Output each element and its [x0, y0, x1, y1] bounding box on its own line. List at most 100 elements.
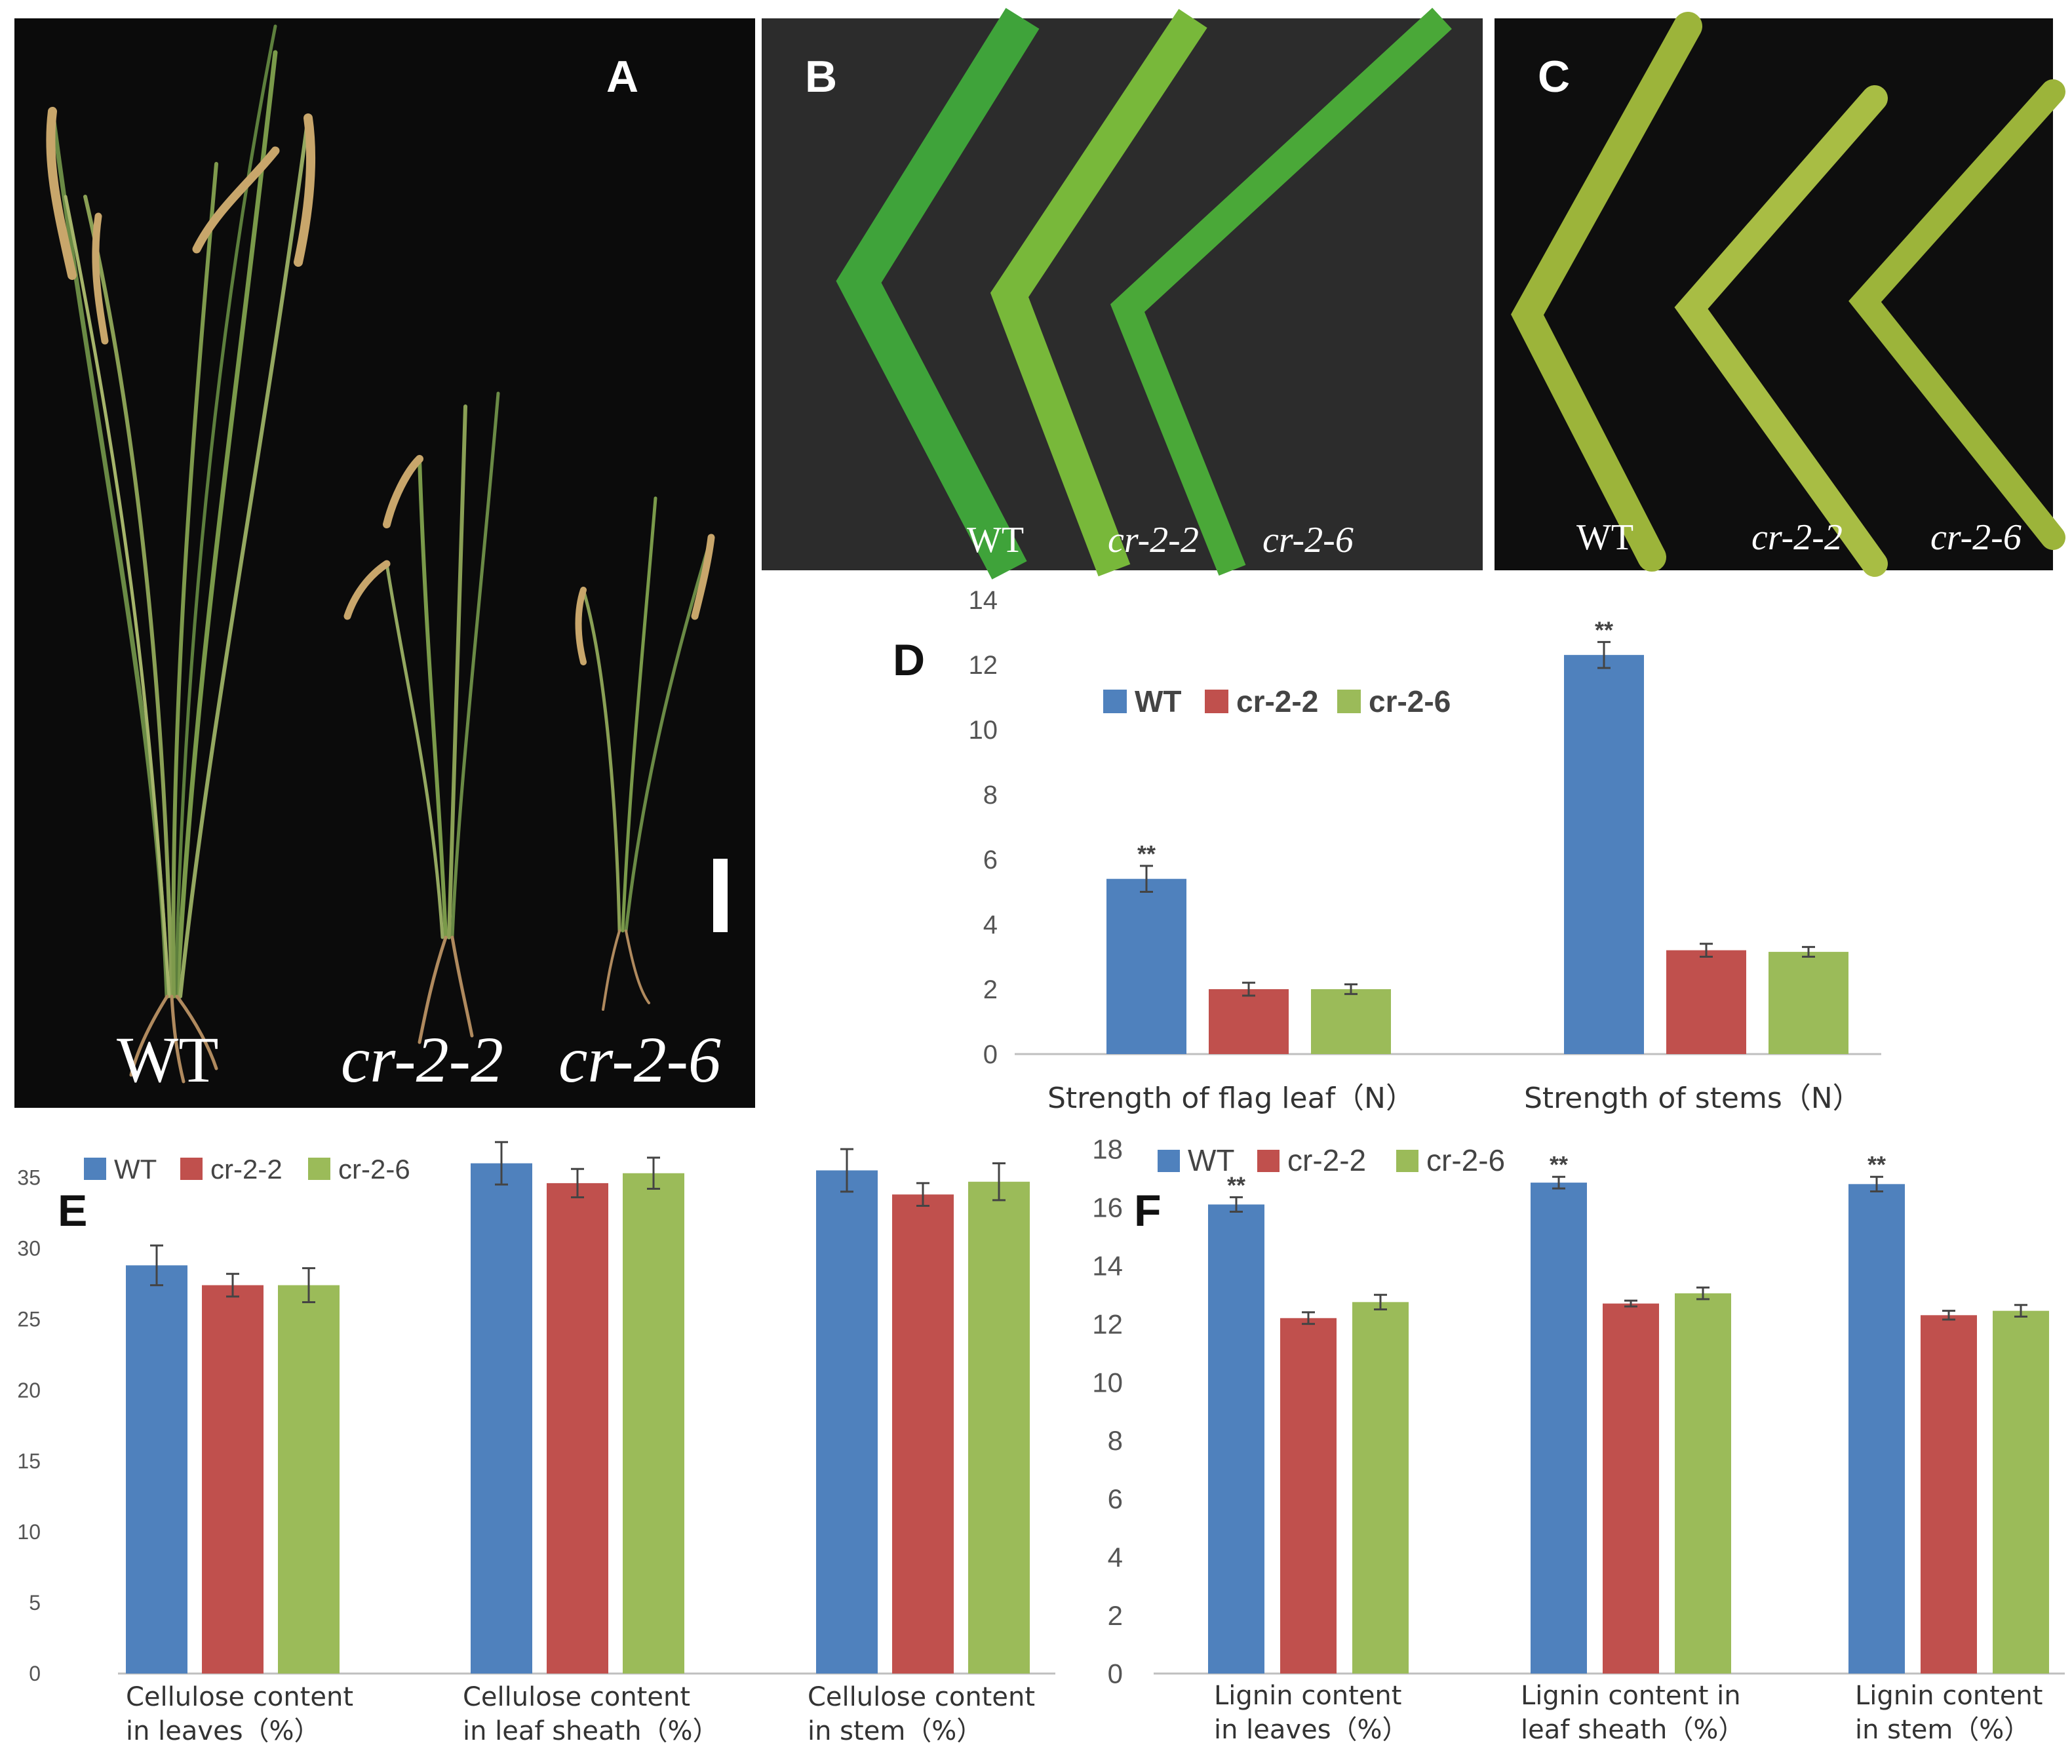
- y-tick-label: 20: [17, 1379, 41, 1402]
- y-tick-label: 4: [1108, 1542, 1123, 1573]
- legend-swatch-wt: [1103, 690, 1127, 713]
- legend-swatch-cr-2-2: [180, 1158, 203, 1180]
- error-bar: [916, 1182, 929, 1207]
- legend-swatch-cr-2-2: [1257, 1150, 1280, 1172]
- plant-illustration-cr-2-6: [575, 496, 715, 1011]
- error-bar: [1870, 1175, 1883, 1192]
- photo-panel-c: C WT cr-2-2 cr-2-6: [1495, 12, 2065, 577]
- bar-cr-2-2-1: [1209, 989, 1289, 1054]
- error-bar: [150, 1244, 163, 1287]
- bar-cr-2-6-2: [1769, 952, 1848, 1054]
- bar-wt-2: [1531, 1183, 1587, 1674]
- legend-label-cr-2-2: cr-2-2: [210, 1154, 283, 1185]
- legend-label-wt: WT: [114, 1154, 157, 1185]
- y-tick-label: 10: [17, 1520, 41, 1544]
- y-tick-label: 30: [17, 1237, 41, 1261]
- bar-cr-2-6-3: [968, 1181, 1030, 1674]
- chart-e: 0 5 10 15 20 25 30 35 Cellulose content in leaves…: [17, 1141, 1055, 1746]
- y-tick-label: 6: [1108, 1483, 1123, 1514]
- error-bar: [495, 1141, 508, 1186]
- error-bar: [1344, 983, 1358, 995]
- error-bar: [571, 1167, 584, 1199]
- legend-label-wt: WT: [1188, 1143, 1235, 1177]
- bar-cr-2-2-2: [1603, 1303, 1659, 1674]
- error-bar: [1696, 1286, 1710, 1301]
- significance-marker: **: [1137, 840, 1156, 867]
- bar-cr-2-2-2: [547, 1183, 608, 1674]
- category-label: Strength of stems（N）: [1524, 1082, 1862, 1115]
- bar-wt-1: [126, 1265, 187, 1674]
- bar-wt-1: [1208, 1204, 1264, 1674]
- category-label: Cellulose content in leaf sheath（%）: [463, 1682, 719, 1746]
- category-label: Lignin content in leaf sheath（%）: [1521, 1681, 1744, 1745]
- y-tick-label: 25: [17, 1308, 41, 1331]
- bar-cr-2-2-1: [1280, 1318, 1337, 1674]
- photo-a-label-cr-2-2: cr-2-2: [341, 1023, 503, 1096]
- y-tick-label: 35: [17, 1166, 41, 1189]
- y-tick-label: 15: [17, 1449, 41, 1473]
- photo-panel-a: A WT cr-2-2 cr-2-6: [14, 18, 755, 1108]
- category-label: Lignin content in leaves（%）: [1214, 1681, 1409, 1745]
- error-bar: [1552, 1175, 1565, 1190]
- panel-a-letter: A: [606, 52, 638, 102]
- y-tick-label: 12: [1092, 1308, 1123, 1339]
- error-bar: [1242, 981, 1255, 997]
- category-label: Cellulose content in stem（%）: [808, 1682, 1035, 1746]
- y-tick-label: 12: [969, 651, 998, 680]
- legend-label-cr-2-6: cr-2-6: [1426, 1143, 1505, 1177]
- error-bar: [1624, 1299, 1637, 1308]
- bar-cr-2-6-1: [278, 1285, 340, 1674]
- bar-wt-2: [1564, 655, 1644, 1054]
- leaf-illustrations: [836, 7, 1452, 579]
- bar-wt-3: [1848, 1184, 1905, 1674]
- bar-cr-2-2-2: [1666, 950, 1746, 1054]
- y-tick-label: 2: [1108, 1600, 1123, 1631]
- y-tick-label: 8: [1108, 1425, 1123, 1456]
- error-bar: [1302, 1311, 1315, 1325]
- y-tick-label: 10: [969, 716, 998, 745]
- y-tick-label: 18: [1092, 1134, 1123, 1165]
- plant-illustration-cr-2-2: [343, 391, 500, 1044]
- category-label: Strength of flag leaf（N）: [1047, 1082, 1415, 1115]
- y-tick-label: 14: [969, 586, 998, 615]
- error-bar: [1942, 1310, 1955, 1321]
- panel-f-letter: F: [1134, 1186, 1162, 1236]
- y-tick-label: 6: [983, 846, 998, 874]
- photo-a-label-wt: WT: [117, 1023, 218, 1096]
- legend-label-cr-2-6: cr-2-6: [1369, 684, 1451, 718]
- legend-label-cr-2-2: cr-2-2: [1287, 1143, 1366, 1177]
- bar-wt-2: [471, 1163, 532, 1674]
- y-tick-label: 0: [1108, 1658, 1123, 1689]
- error-bar: [992, 1162, 1006, 1202]
- legend-swatch-cr-2-6: [1337, 690, 1361, 713]
- y-tick-label: 8: [983, 781, 998, 810]
- error-bar: [1374, 1293, 1387, 1310]
- photo-panel-b: B WT cr-2-2 cr-2-6: [762, 7, 1483, 579]
- legend-label-cr-2-6: cr-2-6: [338, 1154, 410, 1185]
- plant-illustration-wt: [46, 24, 316, 1084]
- stem-illustrations: [1511, 12, 2065, 577]
- legend-swatch-wt: [84, 1158, 106, 1180]
- y-tick-label: 14: [1092, 1250, 1123, 1281]
- y-tick-label: 16: [1092, 1192, 1123, 1223]
- photo-b-label-cr-2-6: cr-2-6: [1262, 520, 1354, 560]
- bar-cr-2-6-1: [1311, 989, 1391, 1054]
- category-label: Lignin content in stem（%）: [1855, 1681, 2043, 1745]
- photo-a-label-cr-2-6: cr-2-6: [558, 1023, 721, 1096]
- error-bar: [1230, 1196, 1243, 1213]
- error-bar: [1140, 865, 1153, 893]
- legend-label-wt: WT: [1135, 684, 1182, 718]
- bar-cr-2-6-2: [623, 1173, 684, 1674]
- bar-cr-2-6-3: [1993, 1310, 2049, 1674]
- significance-marker: **: [1867, 1151, 1886, 1178]
- bar-cr-2-6-2: [1675, 1293, 1731, 1674]
- significance-marker: **: [1550, 1151, 1568, 1178]
- error-bar: [840, 1148, 853, 1193]
- legend-swatch-cr-2-6: [308, 1158, 330, 1180]
- legend-swatch-cr-2-6: [1396, 1150, 1418, 1172]
- photo-b-label-wt: WT: [967, 520, 1024, 560]
- error-bar: [1700, 943, 1713, 958]
- chart-d: 0 2 4 6 8 10 12 14 ** Strength of flag leaf（N） ** S…: [969, 586, 1881, 1115]
- error-bar: [226, 1272, 239, 1298]
